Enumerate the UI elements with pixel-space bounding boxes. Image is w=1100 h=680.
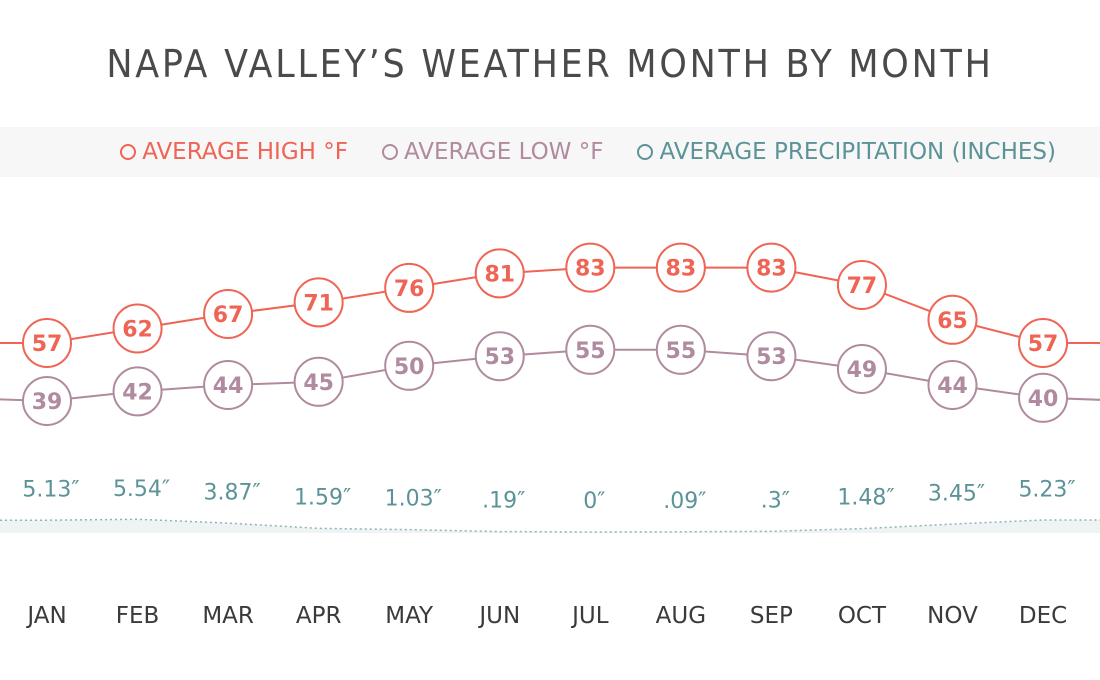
precipitation-label: 1.03″ bbox=[385, 487, 442, 512]
precipitation-label: 5.54″ bbox=[113, 477, 170, 502]
x-tick-label: AUG bbox=[656, 603, 706, 629]
high-point bbox=[836, 260, 887, 310]
x-tick-label: JUN bbox=[477, 603, 520, 629]
high-data-label: 57 bbox=[1028, 332, 1059, 357]
high-data-label: 83 bbox=[756, 257, 787, 282]
low-point bbox=[474, 331, 525, 382]
precipitation-label: 0″ bbox=[583, 489, 605, 514]
low-point bbox=[203, 360, 254, 410]
high-data-label: 67 bbox=[213, 303, 244, 328]
precipitation-label: 3.45″ bbox=[928, 481, 985, 506]
high-point bbox=[927, 294, 978, 345]
legend-label: AVERAGE HIGH °F bbox=[142, 139, 348, 165]
legend: AVERAGE HIGH °F AVERAGE LOW °F AVERAGE P… bbox=[0, 127, 1100, 177]
legend-label: AVERAGE LOW °F bbox=[404, 139, 604, 165]
low-data-label: 45 bbox=[303, 371, 334, 396]
x-tick-label: DEC bbox=[1019, 603, 1067, 629]
x-tick-label: MAR bbox=[202, 603, 254, 629]
legend-item-low: AVERAGE LOW °F bbox=[382, 139, 603, 165]
high-data-label: 65 bbox=[937, 309, 968, 334]
precipitation-label: 5.13″ bbox=[22, 478, 79, 503]
high-point bbox=[1018, 318, 1069, 368]
low-data-label: 55 bbox=[666, 339, 697, 364]
circle-icon bbox=[382, 144, 398, 160]
low-data-label: 53 bbox=[484, 345, 515, 370]
x-tick-label: JAN bbox=[25, 603, 66, 629]
precipitation-label: .3″ bbox=[761, 488, 790, 513]
low-data-label: 44 bbox=[213, 374, 244, 399]
low-data-label: 49 bbox=[847, 358, 878, 383]
low-data-label: 55 bbox=[575, 339, 606, 364]
high-point bbox=[203, 289, 254, 339]
precipitation-label: .19″ bbox=[482, 489, 525, 514]
high-data-label: 77 bbox=[847, 274, 878, 299]
low-point bbox=[22, 376, 72, 426]
high-data-label: 62 bbox=[122, 318, 153, 343]
high-point bbox=[22, 318, 72, 368]
high-point bbox=[384, 262, 435, 313]
precipitation-label: 1.59″ bbox=[294, 486, 351, 511]
precipitation-label: .09″ bbox=[663, 489, 706, 514]
low-point bbox=[384, 340, 435, 391]
precipitation-label: 5.23″ bbox=[1018, 477, 1075, 502]
legend-item-precip: AVERAGE PRECIPITATION (INCHES) bbox=[637, 139, 1056, 165]
circle-icon bbox=[637, 144, 654, 160]
high-data-label: 83 bbox=[575, 257, 606, 282]
high-point bbox=[746, 242, 797, 293]
high-point bbox=[293, 277, 344, 328]
precipitation-label: 1.48″ bbox=[837, 486, 894, 511]
x-tick-label: MAY bbox=[385, 603, 434, 629]
high-point bbox=[565, 242, 616, 293]
low-point bbox=[746, 331, 797, 382]
x-tick-label: FEB bbox=[116, 603, 160, 629]
low-data-label: 53 bbox=[756, 345, 787, 370]
low-point bbox=[1018, 372, 1069, 423]
legend-label: AVERAGE PRECIPITATION (INCHES) bbox=[659, 139, 1056, 165]
legend-item-high: AVERAGE HIGH °F bbox=[120, 139, 348, 165]
high-data-label: 71 bbox=[303, 291, 334, 316]
high-data-label: 57 bbox=[32, 332, 63, 357]
low-data-label: 40 bbox=[1028, 387, 1059, 412]
high-point bbox=[112, 303, 163, 354]
x-tick-label: JUL bbox=[570, 603, 609, 629]
low-point bbox=[927, 360, 978, 410]
chart-title: NAPA VALLEY’S WEATHER MONTH BY MONTH bbox=[106, 42, 994, 86]
precipitation-label: 3.87″ bbox=[203, 480, 260, 505]
precipitation-area bbox=[0, 519, 1100, 533]
low-point bbox=[655, 324, 706, 375]
high-data-label: 83 bbox=[666, 257, 697, 282]
low-point bbox=[565, 324, 616, 375]
precipitation-line bbox=[0, 518, 1100, 533]
high-data-label: 81 bbox=[484, 262, 515, 287]
high-data-label: 76 bbox=[394, 277, 425, 302]
low-data-label: 42 bbox=[122, 380, 153, 405]
circle-icon bbox=[120, 144, 137, 160]
low-data-label: 39 bbox=[32, 390, 63, 415]
low-point bbox=[293, 356, 344, 407]
low-data-label: 50 bbox=[394, 355, 425, 380]
x-tick-label: SEP bbox=[750, 603, 793, 629]
x-tick-label: NOV bbox=[927, 603, 978, 629]
x-tick-label: APR bbox=[296, 603, 342, 629]
high-point bbox=[655, 242, 706, 293]
high-point bbox=[474, 248, 525, 299]
low-point bbox=[112, 366, 163, 417]
low-data-label: 44 bbox=[937, 374, 968, 399]
low-point bbox=[836, 344, 887, 394]
x-tick-label: OCT bbox=[838, 603, 887, 629]
